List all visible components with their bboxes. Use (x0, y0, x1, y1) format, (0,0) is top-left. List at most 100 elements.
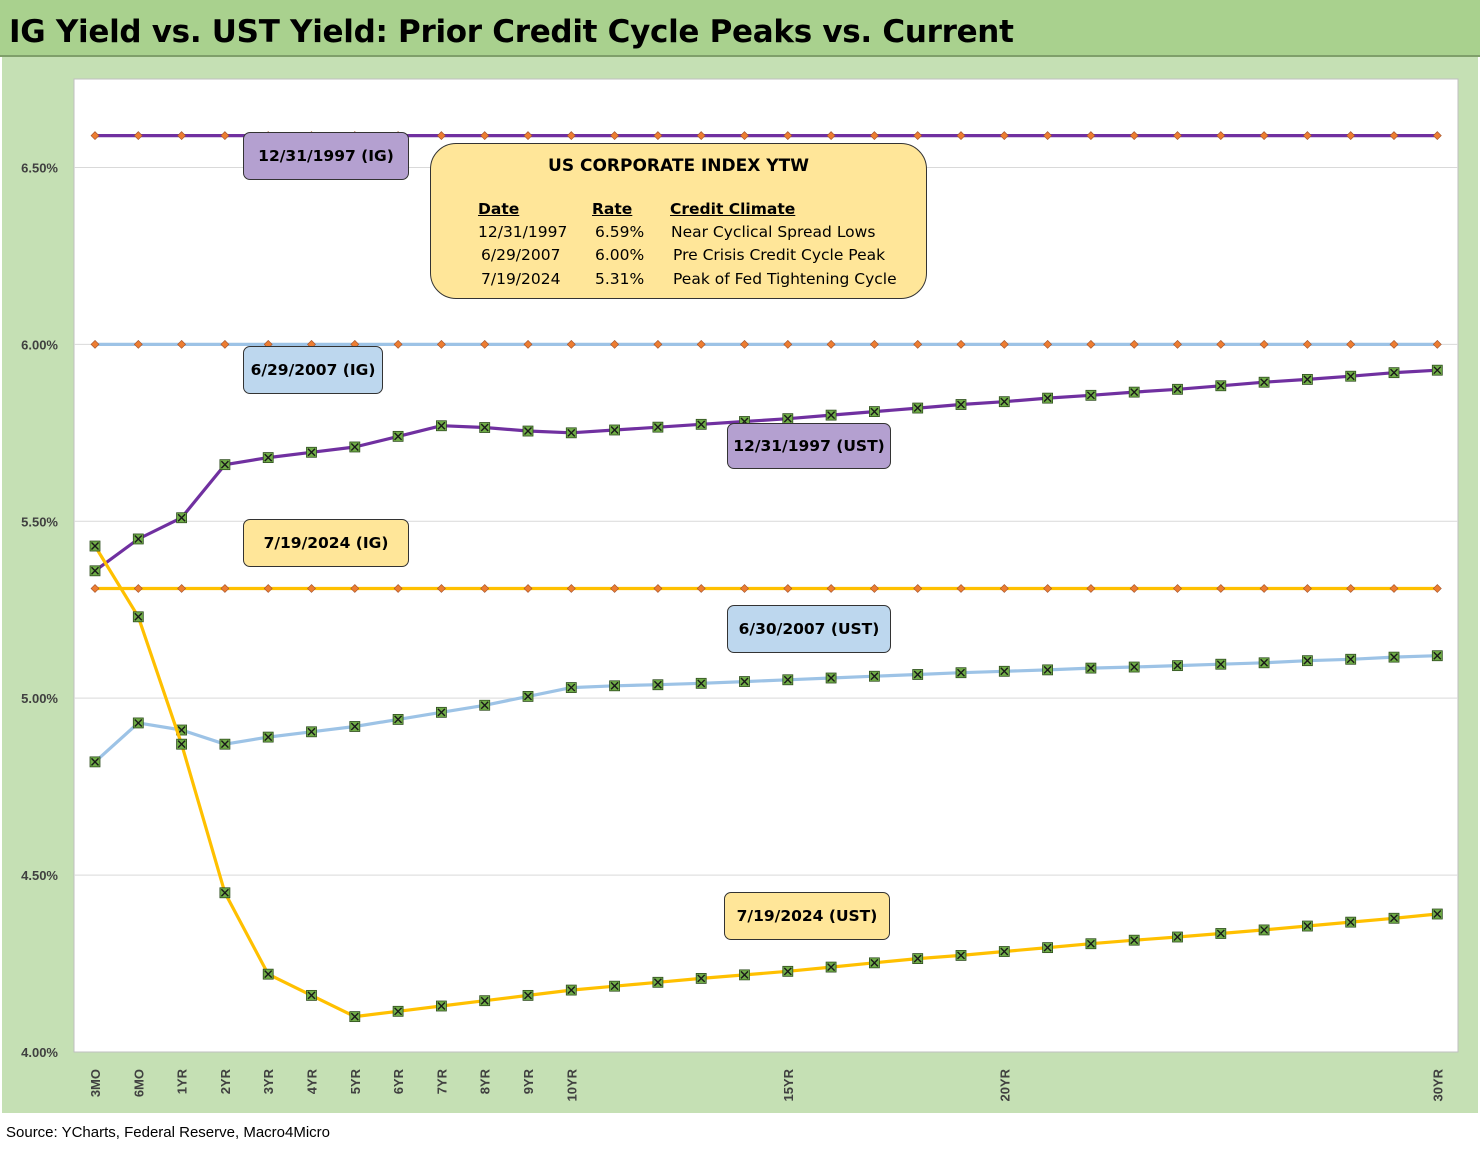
x-tick-label: 15YR (781, 1068, 796, 1101)
data-point (436, 131, 446, 141)
data-point (565, 427, 577, 439)
data-point (869, 670, 880, 682)
data-point (1215, 928, 1227, 939)
data-point (696, 584, 706, 593)
data-point (956, 584, 966, 593)
label-ig-2024: 7/19/2024 (IG) (243, 519, 409, 567)
data-point (480, 584, 490, 593)
x-tick-label: 9YR (521, 1068, 536, 1094)
x-tick-label: 8YR (478, 1068, 493, 1094)
data-point (133, 131, 143, 141)
x-tick-label: 20YR (997, 1068, 1012, 1101)
data-point (89, 756, 101, 768)
data-point (912, 953, 924, 964)
data-point (262, 731, 274, 743)
y-axis-ticks: 4.00% 4.50% 5.00% 5.50% 6.00% 6.50% (21, 160, 58, 1060)
data-point (695, 677, 707, 689)
data-point (913, 584, 923, 593)
ytw-info-box: US CORPORATE INDEX YTW Date Rate Credit … (430, 143, 927, 299)
data-point (479, 995, 491, 1007)
data-point (480, 339, 490, 349)
data-point (1129, 584, 1139, 593)
data-point (132, 611, 144, 623)
data-point (1172, 383, 1183, 395)
data-point (783, 339, 793, 349)
data-point (566, 131, 576, 141)
data-point (869, 131, 879, 141)
y-tick-label: 6.50% (21, 160, 58, 175)
data-point (1042, 392, 1053, 404)
data-point (1129, 339, 1139, 349)
data-point (349, 721, 361, 732)
data-point (998, 665, 1010, 677)
data-point (306, 446, 317, 458)
data-point (740, 131, 749, 141)
x-tick-label: 1YR (175, 1068, 190, 1094)
data-point (609, 980, 620, 992)
data-point (435, 420, 447, 432)
data-point (436, 339, 446, 349)
data-point (1043, 584, 1053, 593)
data-point (1259, 339, 1269, 349)
info-row-rate: 6.59% (595, 223, 645, 241)
data-point (652, 976, 664, 988)
data-point (523, 584, 533, 593)
info-row-date: 12/31/1997 (478, 223, 568, 241)
info-header-date: Date (478, 200, 520, 218)
data-point (1172, 660, 1183, 672)
data-point (1431, 364, 1443, 376)
label-ust-1997: 12/31/1997 (UST) (727, 423, 891, 469)
data-point (695, 973, 707, 984)
data-point (177, 339, 187, 349)
x-tick-label: 10YR (564, 1068, 579, 1101)
label-ust-2024: 7/19/2024 (UST) (724, 892, 890, 940)
data-point (480, 131, 490, 141)
data-point (177, 131, 187, 141)
data-point (1173, 339, 1182, 349)
data-point (696, 339, 706, 349)
info-row-rate: 6.00% (595, 246, 645, 264)
x-tick-label: 30YR (1430, 1068, 1445, 1101)
data-point (220, 131, 230, 141)
data-point (219, 887, 231, 899)
data-point (1128, 661, 1140, 673)
data-point (1258, 657, 1270, 669)
data-point (653, 339, 663, 349)
data-point (955, 950, 967, 961)
data-point (999, 339, 1009, 349)
data-point (262, 452, 274, 463)
data-point (869, 957, 880, 969)
data-point (825, 961, 837, 973)
data-point (90, 131, 100, 141)
data-point (1042, 664, 1053, 676)
data-point (1432, 584, 1442, 593)
info-row-climate: Pre Crisis Credit Cycle Peak (673, 246, 886, 264)
x-tick-label: 3YR (261, 1068, 276, 1094)
y-tick-label: 6.00% (21, 337, 58, 352)
data-point (1172, 931, 1183, 943)
data-point (653, 131, 663, 141)
chart-title: IG Yield vs. UST Yield: Prior Credit Cyc… (9, 14, 1014, 50)
x-axis-ticks: 3MO 6MO 1YR 2YR 3YR 4YR 5YR 6YR 7YR 8YR 9YR 10YR 15Y… (88, 1068, 1445, 1101)
data-point (610, 584, 620, 593)
data-point (1259, 131, 1269, 141)
data-point (1216, 339, 1226, 349)
data-point (89, 565, 101, 577)
data-point (1431, 650, 1443, 662)
data-point (782, 413, 794, 425)
data-point (1432, 131, 1442, 141)
data-point (1258, 376, 1270, 388)
data-point (220, 339, 230, 349)
title-bar: IG Yield vs. UST Yield: Prior Credit Cyc… (0, 0, 1480, 57)
data-point (912, 402, 924, 414)
label-ig-1997: 12/31/1997 (IG) (243, 132, 409, 180)
data-point (782, 674, 794, 686)
data-point (826, 131, 836, 141)
label-ig-2007: 6/29/2007 (IG) (243, 346, 383, 394)
data-point (306, 989, 317, 1001)
data-point (262, 968, 274, 980)
x-tick-label: 7YR (434, 1068, 449, 1094)
data-point (999, 131, 1009, 141)
data-point (1085, 389, 1097, 401)
info-box-title: US CORPORATE INDEX YTW (548, 156, 809, 176)
